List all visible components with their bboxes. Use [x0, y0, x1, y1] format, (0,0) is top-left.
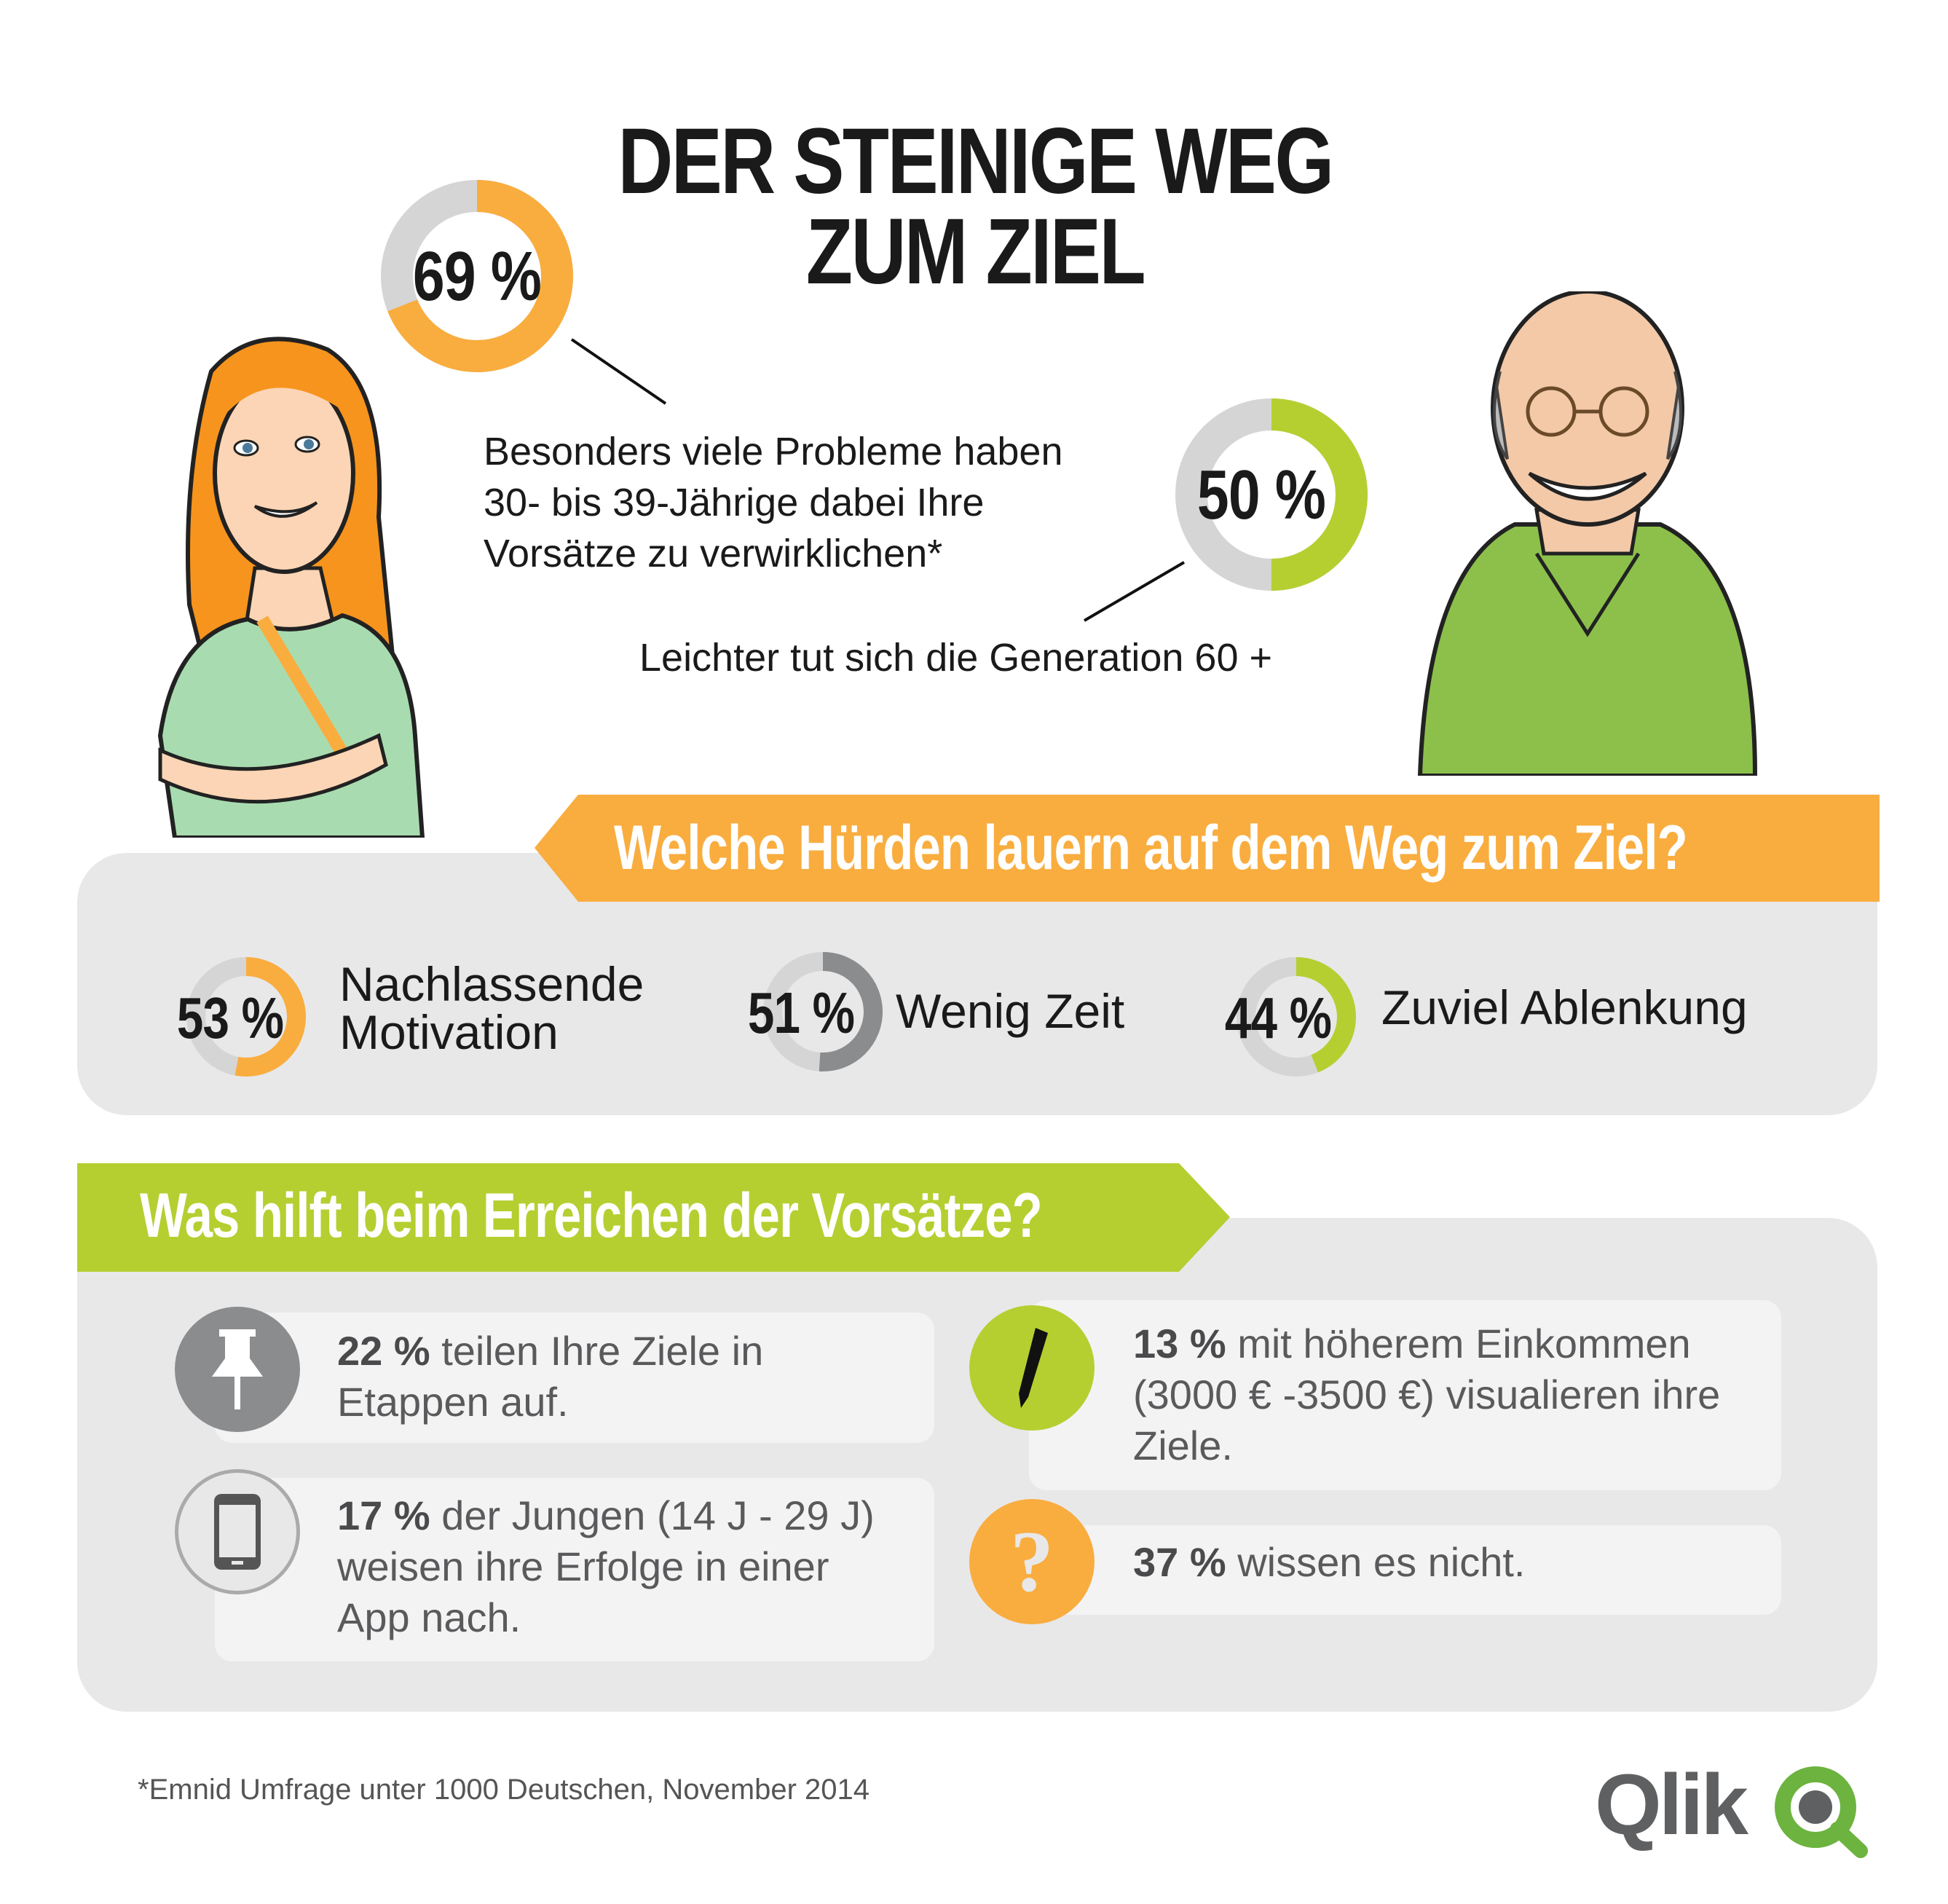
help-text: 17 % der Jungen (14 J - 29 J) weisen ihr…: [337, 1490, 875, 1643]
help-card-app: [215, 1478, 934, 1661]
text-line: weisen ihre Erfolge in einer: [337, 1543, 829, 1589]
qlik-q-icon: [1775, 1766, 1868, 1858]
text-line: teilen Ihre Ziele in: [430, 1328, 764, 1374]
hurdle-donut-distraction: [1237, 957, 1356, 1077]
help-text: 37 % wissen es nicht.: [1133, 1537, 1525, 1588]
hurdle-percent: 53 %: [176, 986, 284, 1050]
qlik-logo: Qlik: [1595, 1752, 1886, 1858]
donut-arc: [763, 952, 883, 1071]
pushpin-icon: [175, 1307, 300, 1432]
text-line: Vorsätze zu verwirklichen*: [484, 532, 943, 575]
help-card-unknown: [1029, 1525, 1781, 1615]
text-line: Motivation: [339, 1005, 559, 1059]
qlik-wordmark: Qlik: [1595, 1757, 1748, 1853]
donut-arc: [186, 957, 306, 1077]
donut-69: [381, 180, 573, 372]
helps-banner: [77, 1163, 1230, 1272]
text-line: Nachlassende: [339, 957, 644, 1011]
title-line-2: ZUM ZIEL: [805, 200, 1146, 304]
donut-50-label: 50 %: [1196, 456, 1326, 534]
text-line: Ziele.: [1133, 1423, 1233, 1468]
hurdle-label: Zuviel Ablenkung: [1381, 980, 1748, 1034]
pencil-icon: [969, 1305, 1095, 1431]
text-line: App nach.: [337, 1594, 521, 1640]
text-line: wissen es nicht.: [1226, 1539, 1526, 1585]
page-title: DER STEINIGE WEG ZUM ZIEL: [176, 109, 1774, 304]
text-line: der Jungen (14 J - 29 J): [430, 1492, 875, 1538]
stat-60plus-text: Leichter tut sich die Generation 60 +: [639, 636, 1273, 680]
hurdles-heading: Welche Hürden lauern auf dem Weg zum Zie…: [614, 813, 1688, 883]
text-line: (3000 € -3500 €) visualieren ihre: [1133, 1372, 1721, 1417]
text-line: 30- bis 39-Jährige dabei Ihre: [484, 481, 985, 524]
help-text: 13 % mit höherem Einkommen (3000 € -3500…: [1133, 1318, 1720, 1471]
hurdle-label: Nachlassende Motivation: [339, 960, 644, 1056]
hurdles-banner: [535, 795, 1880, 902]
text-line: Etappen auf.: [337, 1379, 569, 1425]
help-percent: 22 %: [337, 1328, 430, 1374]
text-line: Besonders viele Probleme haben: [484, 430, 1063, 473]
footnote: *Emnid Umfrage unter 1000 Deutschen, Nov…: [138, 1774, 869, 1806]
donut-arc: [1237, 957, 1356, 1077]
helps-heading: Was hilft beim Erreichen der Vorsätze?: [140, 1181, 1043, 1251]
donut-69-label: 69 %: [412, 237, 542, 315]
hurdle-label: Wenig Zeit: [896, 984, 1125, 1038]
hurdle-percent: 44 %: [1224, 986, 1332, 1050]
smartphone-icon: [175, 1469, 300, 1594]
woman-illustration: [157, 337, 425, 838]
question-icon: ?: [969, 1499, 1095, 1624]
donut-arc: [381, 180, 573, 372]
connector-lines: [570, 338, 1186, 622]
help-card-visualize: [1029, 1300, 1781, 1490]
help-card-stages: [215, 1313, 934, 1443]
hurdle-donut-motivation: [186, 957, 306, 1077]
hurdle-percent: 51 %: [747, 980, 855, 1045]
stat-30-39-text: Besonders viele Probleme haben 30- bis 3…: [484, 426, 1063, 579]
help-percent: 37 %: [1133, 1539, 1226, 1585]
donut-50: [1175, 398, 1368, 591]
help-text: 22 % teilen Ihre Ziele in Etappen auf.: [337, 1326, 763, 1428]
donut-arc: [1175, 398, 1368, 591]
man-illustration: [1417, 291, 1758, 776]
hurdle-donut-time: [763, 952, 883, 1071]
help-percent: 13 %: [1133, 1321, 1226, 1366]
help-percent: 17 %: [337, 1492, 430, 1538]
title-line-1: DER STEINIGE WEG: [618, 109, 1334, 213]
text-line: mit höherem Einkommen: [1226, 1321, 1691, 1366]
